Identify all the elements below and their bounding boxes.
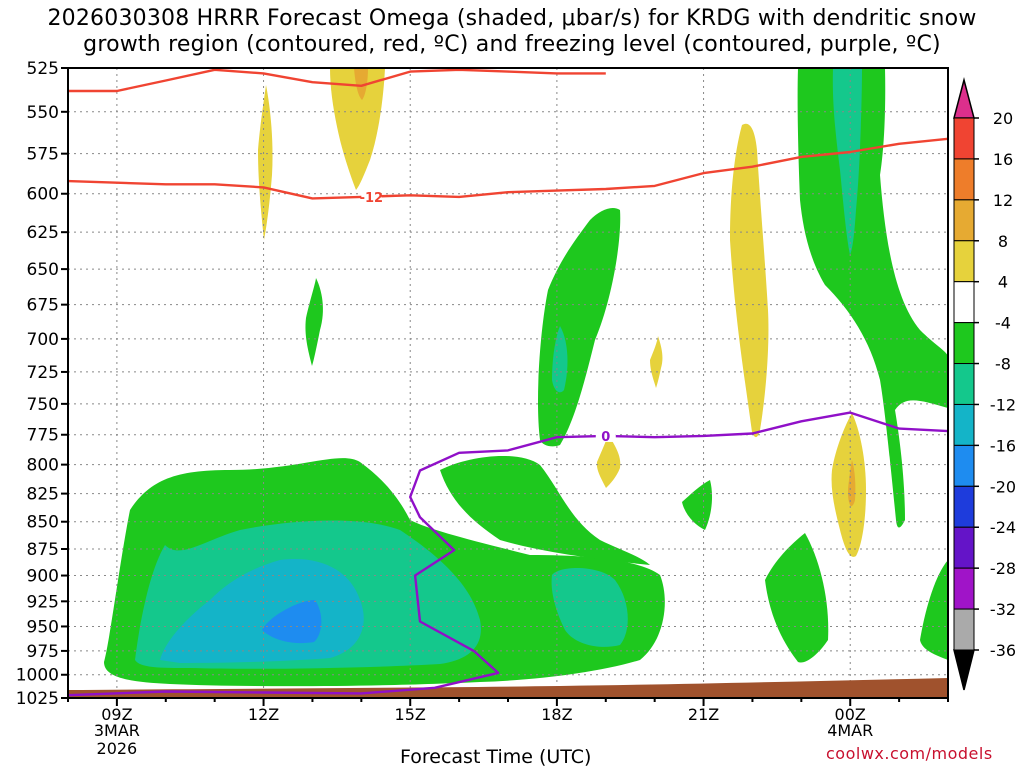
- omega-region-teal-lower-2: [551, 568, 628, 647]
- contour-dendritic-growth-12c-upper: [68, 68, 606, 93]
- colorbar-label: -16: [990, 436, 1016, 455]
- colorbar-bin: [953, 117, 975, 160]
- y-tick-label: 800: [27, 456, 59, 476]
- y-tick-label: 925: [27, 592, 59, 612]
- x-tick-label: 12Z: [248, 705, 279, 724]
- chart-title-line-1: 2026030308 HRRR Forecast Omega (shaded, …: [47, 6, 977, 31]
- colorbar-bin: [953, 567, 975, 610]
- colorbar: 20 16 12 8 4 -4 -8 -12 -16 -20 -24 -28 -32 -36: [953, 77, 1016, 691]
- omega-region-yellow-2: [258, 85, 273, 240]
- colorbar-bin: [953, 444, 975, 487]
- grid-lines: [68, 68, 948, 698]
- y-axis: 525 550 575 600 625 650 675 700 725 750 775 800 825 8…: [16, 59, 68, 709]
- colorbar-label: 20: [993, 109, 1013, 128]
- colorbar-label: -20: [990, 477, 1016, 496]
- y-tick-label: 1000: [16, 666, 59, 686]
- contour-label: -12: [360, 191, 384, 206]
- colorbar-bin: [953, 403, 975, 446]
- y-tick-label: 1025: [16, 689, 59, 709]
- contour-label-bg: [361, 188, 382, 203]
- x-tick-label: 09Z: [101, 705, 132, 724]
- x-tick-date: 3MAR: [94, 721, 140, 740]
- omega-region-green-small-1: [305, 278, 323, 366]
- colorbar-bin: [953, 281, 975, 324]
- colorbar-bin: [953, 363, 975, 405]
- y-tick-label: 900: [27, 567, 59, 587]
- y-tick-label: 525: [27, 59, 59, 79]
- omega-region-yellow-1: [330, 68, 385, 190]
- colorbar-label: -36: [990, 641, 1016, 660]
- omega-region-green-small-4: [920, 560, 948, 660]
- contour-lines: -12 0: [68, 68, 948, 697]
- y-tick-label: 825: [27, 485, 59, 505]
- omega-region-green-small-2: [682, 480, 713, 530]
- colorbar-label: 8: [998, 232, 1008, 251]
- x-tick-year: 2026: [97, 739, 138, 758]
- colorbar-label: 4: [998, 273, 1008, 292]
- y-tick-label: 650: [27, 260, 59, 280]
- chart-title-line-2: growth region (contoured, red, ºC) and f…: [83, 32, 941, 57]
- colorbar-bin: [953, 608, 975, 651]
- omega-region-teal-mid-1: [552, 326, 568, 393]
- contour-dendritic-growth-12c-lower: [68, 137, 948, 200]
- colorbar-label: -8: [995, 355, 1011, 374]
- y-tick-label: 725: [27, 363, 59, 383]
- omega-region-yellow-5: [596, 433, 621, 488]
- colorbar-bin: [953, 199, 975, 242]
- omega-region-orange-1: [354, 68, 368, 100]
- omega-region-green-small-3: [765, 533, 829, 663]
- y-tick-label: 950: [27, 617, 59, 637]
- colorbar-label: -24: [990, 518, 1016, 537]
- y-tick-label: 675: [27, 296, 59, 316]
- colorbar-over-arrow: [953, 77, 975, 119]
- contour-label-bg: [595, 427, 616, 442]
- y-tick-label: 700: [27, 330, 59, 350]
- omega-region-yellow-4: [650, 336, 663, 388]
- colorbar-bin: [953, 240, 975, 283]
- omega-region-green-lower-2: [440, 455, 650, 565]
- colorbar-label: -4: [995, 314, 1011, 333]
- y-tick-label: 625: [27, 223, 59, 243]
- x-axis-title: Forecast Time (UTC): [400, 746, 592, 768]
- y-tick-label: 850: [27, 513, 59, 533]
- y-tick-label: 775: [27, 426, 59, 446]
- x-tick-label: 18Z: [541, 705, 572, 724]
- omega-region-blue-core: [262, 600, 322, 644]
- contour-freezing-level-0c: [68, 411, 948, 697]
- y-tick-label: 875: [27, 540, 59, 560]
- y-tick-label: 975: [27, 642, 59, 662]
- colorbar-bin: [953, 158, 975, 201]
- colorbar-under-arrow: [953, 649, 975, 691]
- x-tick-label: 00Z: [835, 705, 866, 724]
- y-tick-label: 600: [27, 185, 59, 205]
- colorbar-label: -12: [990, 395, 1016, 414]
- colorbar-label: -28: [990, 559, 1016, 578]
- colorbar-label: -32: [990, 600, 1016, 619]
- omega-region-teal-upper-right: [832, 68, 862, 255]
- y-tick-label: 550: [27, 103, 59, 123]
- colorbar-bin: [953, 526, 975, 569]
- credit-link[interactable]: coolwx.com/models: [826, 744, 993, 763]
- contour-label: 0: [601, 430, 610, 445]
- y-tick-label: 575: [27, 145, 59, 165]
- colorbar-bin: [953, 322, 975, 365]
- colorbar-bin: [953, 485, 975, 528]
- omega-region-green-upper-right: [797, 68, 948, 528]
- omega-region-yellow-3: [730, 123, 769, 438]
- x-tick-label: 15Z: [395, 705, 426, 724]
- y-tick-label: 750: [27, 395, 59, 415]
- x-tick-date: 4MAR: [827, 721, 873, 740]
- colorbar-label: 16: [993, 150, 1013, 169]
- x-tick-label: 21Z: [688, 705, 719, 724]
- colorbar-label: 12: [993, 191, 1013, 210]
